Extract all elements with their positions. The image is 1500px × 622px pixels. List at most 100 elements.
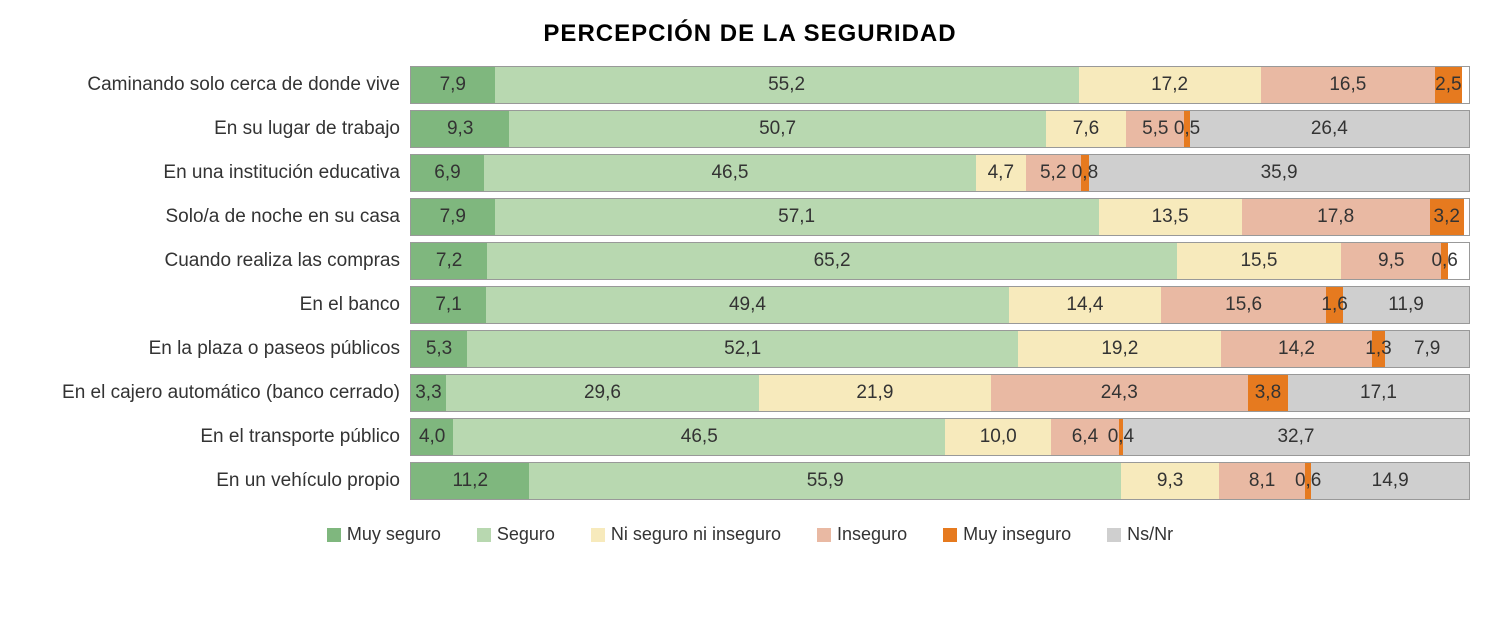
chart-row: En el transporte público4,046,510,06,40,… <box>30 418 1470 456</box>
bar-segment-muy_seguro: 11,2 <box>411 463 529 499</box>
bar-segment-muy_seguro: 7,9 <box>411 199 495 235</box>
bar-segment-ni: 4,7 <box>976 155 1026 191</box>
chart-row: En el banco7,149,414,415,61,611,9 <box>30 286 1470 324</box>
row-label: Cuando realiza las compras <box>30 242 410 280</box>
legend-label: Muy seguro <box>347 524 441 545</box>
bar-segment-ni: 10,0 <box>945 419 1051 455</box>
bar: 7,955,217,216,52,5 <box>410 66 1470 104</box>
bar-segment-muy_seguro: 7,9 <box>411 67 495 103</box>
row-label: Solo/a de noche en su casa <box>30 198 410 236</box>
bar-segment-muy_inseguro: 0,8 <box>1081 155 1089 191</box>
bar-segment-inseguro: 8,1 <box>1219 463 1305 499</box>
bar: 9,350,77,65,50,526,4 <box>410 110 1470 148</box>
legend-label: Seguro <box>497 524 555 545</box>
legend: Muy seguro Seguro Ni seguro ni inseguro Ins… <box>30 524 1470 545</box>
bar-segment-nsnr: 26,4 <box>1190 111 1469 147</box>
bar: 7,957,113,517,83,2 <box>410 198 1470 236</box>
bar-segment-ni: 15,5 <box>1177 243 1341 279</box>
bar: 3,329,621,924,33,817,1 <box>410 374 1470 412</box>
bar-segment-nsnr: 11,9 <box>1343 287 1469 323</box>
bar: 7,149,414,415,61,611,9 <box>410 286 1470 324</box>
bar-residual <box>1464 199 1469 235</box>
bar-segment-ni: 7,6 <box>1046 111 1126 147</box>
bar-segment-ni: 21,9 <box>759 375 991 411</box>
chart-row: Cuando realiza las compras7,265,215,59,5… <box>30 242 1470 280</box>
bar-segment-inseguro: 24,3 <box>991 375 1248 411</box>
bar-segment-muy_inseguro: 1,6 <box>1326 287 1343 323</box>
bar-segment-nsnr: 14,9 <box>1311 463 1469 499</box>
row-label: En un vehículo propio <box>30 462 410 500</box>
stacked-bar-chart: Caminando solo cerca de donde vive7,955,… <box>30 66 1470 500</box>
legend-swatch <box>1107 528 1121 542</box>
bar-segment-ni: 19,2 <box>1018 331 1221 367</box>
bar-segment-muy_seguro: 5,3 <box>411 331 467 367</box>
legend-item-inseguro: Inseguro <box>817 524 907 545</box>
chart-row: En el cajero automático (banco cerrado)3… <box>30 374 1470 412</box>
legend-item-seguro: Seguro <box>477 524 555 545</box>
row-label: Caminando solo cerca de donde vive <box>30 66 410 104</box>
row-label: En el transporte público <box>30 418 410 456</box>
legend-swatch <box>817 528 831 542</box>
bar-segment-muy_seguro: 4,0 <box>411 419 453 455</box>
row-label: En su lugar de trabajo <box>30 110 410 148</box>
bar-segment-ni: 14,4 <box>1009 287 1161 323</box>
bar-segment-muy_seguro: 7,2 <box>411 243 487 279</box>
bar-segment-inseguro: 9,5 <box>1341 243 1442 279</box>
bar: 4,046,510,06,40,432,7 <box>410 418 1470 456</box>
legend-swatch <box>591 528 605 542</box>
legend-label: Ni seguro ni inseguro <box>611 524 781 545</box>
legend-item-muy_inseguro: Muy inseguro <box>943 524 1071 545</box>
bar-segment-seguro: 65,2 <box>487 243 1177 279</box>
chart-row: En una institución educativa6,946,54,75,… <box>30 154 1470 192</box>
bar-segment-seguro: 50,7 <box>509 111 1045 147</box>
bar: 5,352,119,214,21,37,9 <box>410 330 1470 368</box>
bar-segment-seguro: 52,1 <box>467 331 1018 367</box>
bar-segment-seguro: 46,5 <box>484 155 976 191</box>
row-label: En una institución educativa <box>30 154 410 192</box>
legend-item-ni: Ni seguro ni inseguro <box>591 524 781 545</box>
bar-segment-muy_inseguro: 1,3 <box>1372 331 1386 367</box>
bar: 7,265,215,59,50,6 <box>410 242 1470 280</box>
legend-label: Inseguro <box>837 524 907 545</box>
bar-segment-seguro: 55,2 <box>495 67 1079 103</box>
chart-row: En un vehículo propio11,255,99,38,10,614… <box>30 462 1470 500</box>
legend-swatch <box>477 528 491 542</box>
bar-segment-muy_seguro: 9,3 <box>411 111 509 147</box>
bar-segment-nsnr: 32,7 <box>1123 419 1469 455</box>
bar-segment-ni: 13,5 <box>1099 199 1242 235</box>
chart-row: Caminando solo cerca de donde vive7,955,… <box>30 66 1470 104</box>
bar-segment-nsnr: 35,9 <box>1089 155 1469 191</box>
legend-swatch <box>943 528 957 542</box>
chart-row: En la plaza o paseos públicos5,352,119,2… <box>30 330 1470 368</box>
bar-segment-inseguro: 14,2 <box>1221 331 1371 367</box>
bar-segment-muy_inseguro: 3,8 <box>1248 375 1288 411</box>
legend-item-nsnr: Ns/Nr <box>1107 524 1173 545</box>
bar-segment-nsnr: 17,1 <box>1288 375 1469 411</box>
bar-segment-inseguro: 16,5 <box>1261 67 1436 103</box>
bar-segment-muy_seguro: 3,3 <box>411 375 446 411</box>
bar-segment-seguro: 57,1 <box>495 199 1099 235</box>
bar-segment-seguro: 46,5 <box>453 419 945 455</box>
bar-segment-muy_seguro: 7,1 <box>411 287 486 323</box>
row-label: En el banco <box>30 286 410 324</box>
bar: 11,255,99,38,10,614,9 <box>410 462 1470 500</box>
chart-row: Solo/a de noche en su casa7,957,113,517,… <box>30 198 1470 236</box>
legend-swatch <box>327 528 341 542</box>
bar-segment-ni: 9,3 <box>1121 463 1219 499</box>
bar-segment-inseguro: 17,8 <box>1242 199 1430 235</box>
bar-segment-seguro: 55,9 <box>529 463 1120 499</box>
legend-item-muy_seguro: Muy seguro <box>327 524 441 545</box>
bar-residual <box>1462 67 1469 103</box>
bar-segment-nsnr: 7,9 <box>1385 331 1469 367</box>
chart-row: En su lugar de trabajo9,350,77,65,50,526… <box>30 110 1470 148</box>
bar-segment-seguro: 49,4 <box>486 287 1009 323</box>
bar-segment-inseguro: 15,6 <box>1161 287 1326 323</box>
legend-label: Ns/Nr <box>1127 524 1173 545</box>
bar-segment-muy_inseguro: 2,5 <box>1435 67 1461 103</box>
bar: 6,946,54,75,20,835,9 <box>410 154 1470 192</box>
row-label: En la plaza o paseos públicos <box>30 330 410 368</box>
bar-segment-seguro: 29,6 <box>446 375 759 411</box>
bar-segment-muy_seguro: 6,9 <box>411 155 484 191</box>
bar-segment-ni: 17,2 <box>1079 67 1261 103</box>
bar-segment-muy_inseguro: 3,2 <box>1430 199 1464 235</box>
